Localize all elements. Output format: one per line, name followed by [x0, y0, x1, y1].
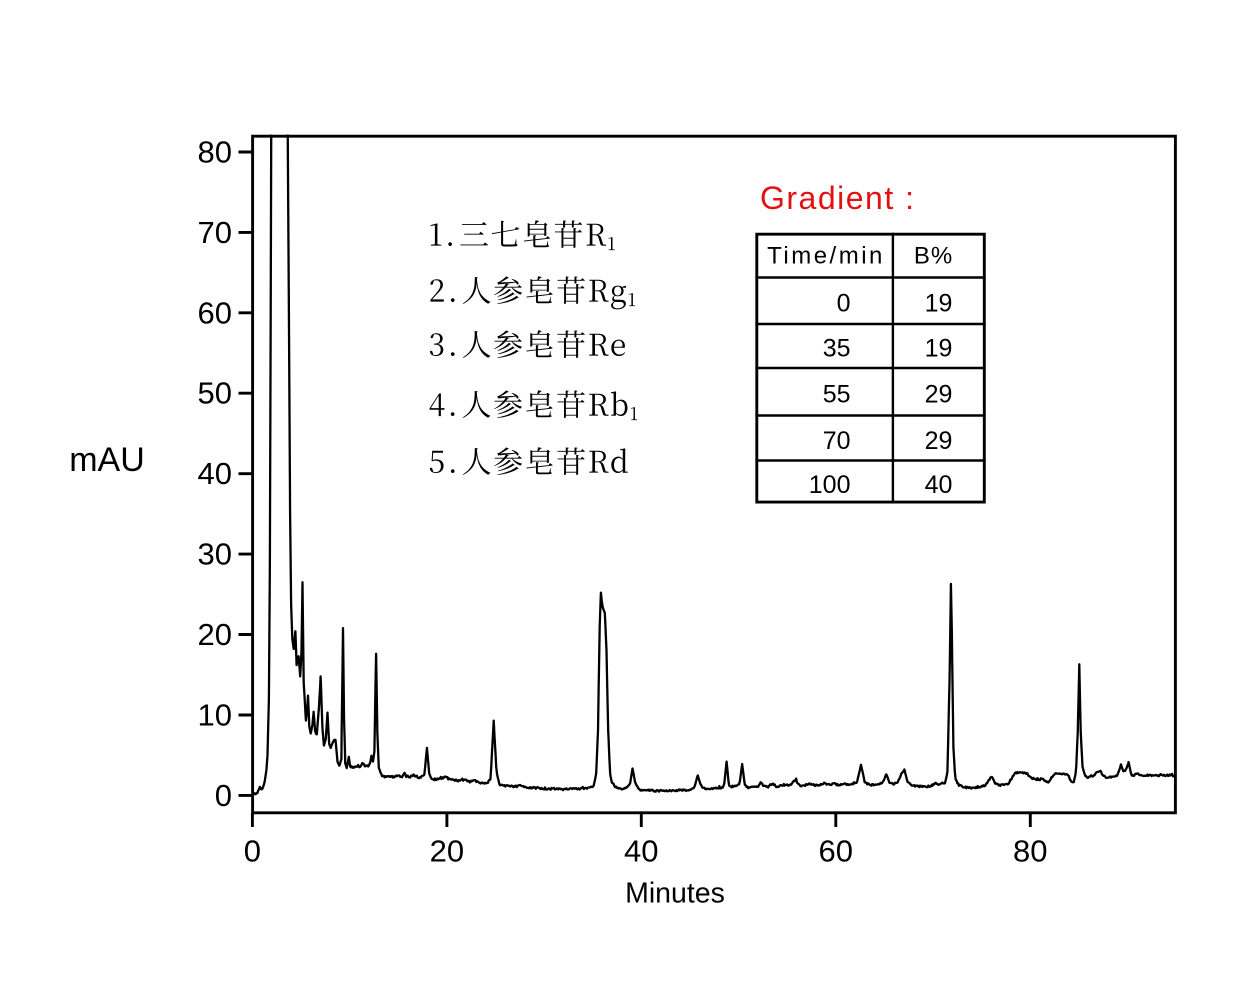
svg-text:19: 19 [925, 335, 953, 363]
svg-text:mAU: mAU [69, 441, 145, 479]
svg-text:80: 80 [1013, 834, 1047, 869]
svg-text:0: 0 [215, 778, 232, 813]
svg-text:40: 40 [624, 834, 658, 869]
svg-text:70: 70 [198, 215, 232, 250]
svg-text:80: 80 [198, 135, 232, 170]
svg-text:60: 60 [198, 295, 232, 330]
svg-text:29: 29 [925, 427, 953, 455]
svg-text:19: 19 [925, 290, 953, 318]
svg-text:40: 40 [198, 456, 232, 491]
svg-text:B%: B% [914, 243, 953, 270]
svg-text:Gradient :: Gradient : [760, 180, 916, 216]
svg-text:20: 20 [198, 617, 232, 652]
svg-text:30: 30 [198, 537, 232, 572]
svg-text:29: 29 [925, 381, 953, 409]
svg-text:10: 10 [198, 698, 232, 733]
svg-text:55: 55 [823, 381, 851, 409]
svg-text:Minutes: Minutes [625, 878, 725, 910]
svg-text:100: 100 [809, 471, 851, 499]
svg-text:Time/min: Time/min [767, 243, 885, 270]
svg-text:35: 35 [823, 335, 851, 363]
svg-text:20: 20 [430, 834, 464, 869]
svg-text:40: 40 [925, 471, 953, 499]
svg-text:0: 0 [244, 834, 261, 869]
svg-text:60: 60 [819, 834, 853, 869]
svg-text:50: 50 [198, 376, 232, 411]
svg-text:0: 0 [837, 290, 851, 318]
svg-text:70: 70 [823, 427, 851, 455]
